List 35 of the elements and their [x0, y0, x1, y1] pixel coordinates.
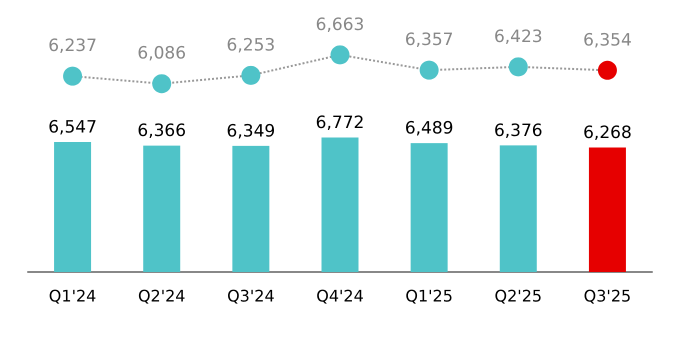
point [152, 74, 172, 94]
bar [588, 148, 626, 272]
point [420, 60, 439, 80]
data-label: 6,366 [137, 121, 186, 142]
data-label: 6,253 [226, 35, 276, 56]
data-label: 6,489 [404, 118, 454, 139]
data-label: 6,268 [583, 123, 632, 144]
x-tick-label: Q3'24 [227, 286, 275, 306]
data-label: 6,663 [316, 14, 364, 35]
data-label: 6,357 [404, 30, 454, 50]
x-tick-label: Q2'24 [138, 286, 186, 306]
point [63, 66, 82, 86]
x-tick-label: Q4'24 [316, 286, 364, 306]
data-label: 6,772 [316, 113, 364, 134]
data-label: 6,349 [226, 121, 276, 142]
bar [322, 138, 358, 272]
point [330, 45, 350, 64]
x-tick-label: Q1'24 [48, 286, 96, 306]
data-label: 6,376 [494, 120, 543, 141]
data-label: 6,086 [137, 44, 186, 64]
point [508, 57, 528, 76]
data-label: 6,237 [48, 36, 97, 56]
data-label: 6,423 [494, 26, 543, 47]
data-label: 6,547 [48, 117, 97, 138]
bar [500, 145, 537, 272]
bar [232, 146, 270, 272]
x-tick-label: Q3'25 [584, 286, 632, 306]
bar [143, 146, 180, 272]
x-tick-label: Q1'25 [405, 286, 453, 306]
data-label: 6,354 [583, 30, 632, 50]
bar [54, 142, 92, 272]
point [241, 66, 260, 85]
point [598, 60, 617, 80]
x-tick-label: Q2'25 [494, 286, 542, 306]
bar [410, 143, 448, 272]
